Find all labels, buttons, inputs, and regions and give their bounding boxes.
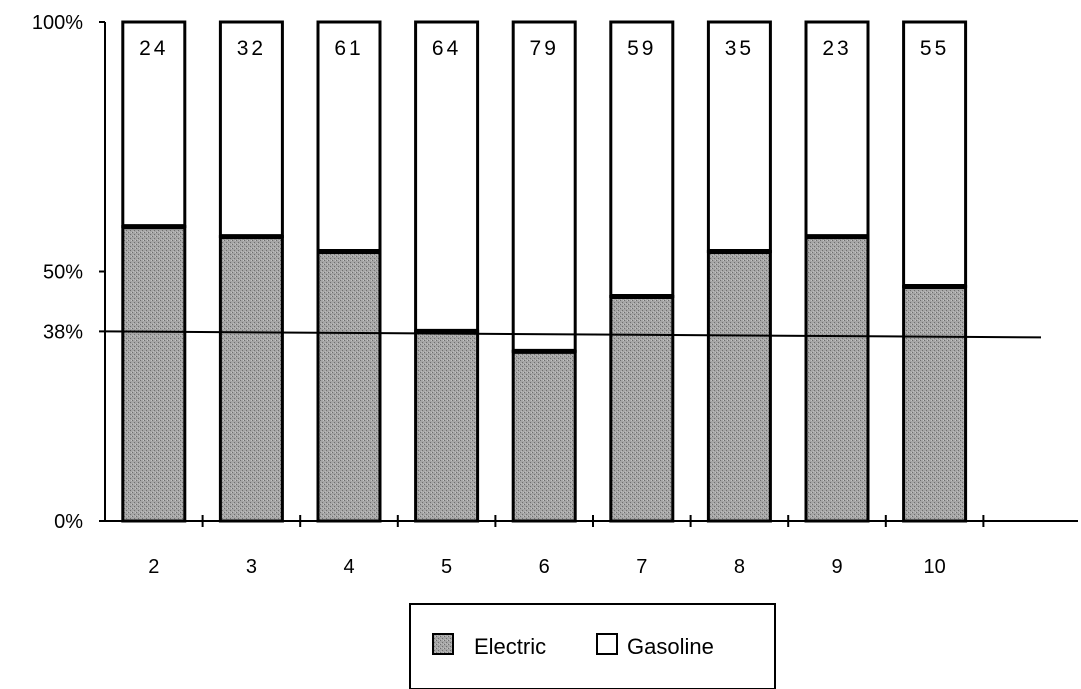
reference-line (104, 330, 1042, 339)
legend-swatch-electric (432, 633, 454, 655)
bar-electric (706, 250, 772, 523)
x-tick-label: 5 (441, 556, 452, 578)
bar-count-label: 64 (432, 37, 461, 60)
bar-electric (902, 284, 968, 523)
y-axis: 0% 38% 50% 100% (32, 12, 106, 533)
bar-count-label: 24 (139, 37, 168, 60)
bar-count-label: 61 (334, 37, 363, 60)
x-tick-label: 9 (831, 556, 842, 578)
bar-gasoline (218, 20, 284, 239)
bar-gasoline (902, 20, 968, 288)
bar-count-label: 35 (725, 37, 754, 60)
y-tick-label: 100% (32, 12, 83, 34)
bar-gasoline (414, 20, 480, 333)
legend: Electric Gasoline (409, 603, 776, 689)
bar-gasoline (511, 20, 577, 353)
legend-box (409, 603, 776, 689)
bar-count-label: 32 (237, 37, 266, 60)
legend-label-electric: Electric (474, 634, 546, 659)
bar-gasoline (609, 20, 675, 298)
x-tick-label: 10 (923, 556, 945, 578)
bar-count-label: 23 (822, 37, 851, 60)
x-tick-label: 8 (734, 556, 745, 578)
bar-electric (804, 235, 870, 523)
x-tick-label: 6 (539, 556, 550, 578)
y-tick-label: 38% (43, 321, 83, 343)
bar-electric (511, 349, 577, 523)
bar-electric (316, 250, 382, 523)
y-tick-label: 0% (54, 511, 83, 533)
x-axis: 2 3 4 5 6 7 8 9 10 (105, 515, 1078, 578)
bar-electric (609, 294, 675, 523)
x-tick-label: 7 (636, 556, 647, 578)
bar-gasoline (121, 20, 187, 229)
bar-electric (121, 225, 187, 523)
bars: 24 32 61 64 79 59 35 23 55 (121, 20, 968, 523)
bar-electric (218, 235, 284, 523)
bar-count-label: 79 (530, 37, 559, 60)
legend-label-gasoline: Gasoline (627, 634, 714, 659)
bar-gasoline (316, 20, 382, 254)
y-tick-label: 50% (43, 262, 83, 284)
bar-count-label: 59 (627, 37, 656, 60)
bar-count-label: 55 (920, 37, 949, 60)
bar-gasoline (706, 20, 772, 254)
x-tick-label: 4 (343, 556, 354, 578)
x-tick-label: 2 (148, 556, 159, 578)
bar-electric (414, 329, 480, 523)
x-tick-label: 3 (246, 556, 257, 578)
reference-line-group (104, 330, 1042, 339)
legend-swatch-gasoline (596, 633, 618, 655)
